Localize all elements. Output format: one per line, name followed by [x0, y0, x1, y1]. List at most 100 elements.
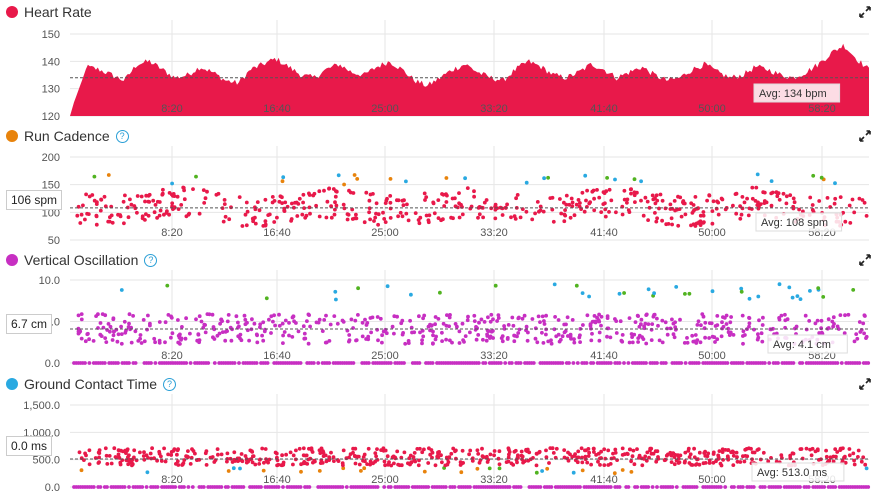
- data-point: [126, 462, 131, 467]
- data-point: [554, 334, 559, 339]
- data-point: [552, 282, 557, 287]
- data-point: [295, 214, 300, 218]
- data-point: [573, 452, 577, 456]
- data-point: [570, 318, 575, 322]
- data-point: [445, 193, 449, 198]
- data-point: [831, 459, 836, 464]
- expand-icon[interactable]: [859, 378, 871, 390]
- data-point: [791, 451, 796, 456]
- data-point: [449, 451, 454, 456]
- data-point: [140, 485, 145, 489]
- data-point: [237, 324, 241, 329]
- data-point: [360, 320, 365, 325]
- data-point: [640, 463, 645, 468]
- data-point: [679, 361, 684, 365]
- data-point: [447, 315, 452, 320]
- data-point: [717, 449, 722, 453]
- data-point: [502, 327, 507, 331]
- data-point: [397, 463, 402, 468]
- data-point: [390, 324, 395, 329]
- data-point: [104, 340, 109, 344]
- data-point: [685, 340, 690, 345]
- data-point: [436, 317, 441, 321]
- data-point: [132, 455, 136, 460]
- data-point: [107, 219, 112, 224]
- data-point: [560, 361, 565, 365]
- data-point: [362, 452, 367, 457]
- data-point: [694, 485, 699, 489]
- data-point: [388, 485, 393, 489]
- data-point: [290, 201, 294, 206]
- data-point: [586, 447, 591, 451]
- data-point: [698, 219, 703, 224]
- data-point: [225, 459, 229, 464]
- data-point: [862, 331, 866, 336]
- data-point: [401, 203, 406, 208]
- data-point: [110, 338, 115, 342]
- data-point: [170, 181, 175, 186]
- data-point: [536, 314, 541, 319]
- panel-header: Run Cadence ?: [6, 126, 129, 146]
- data-point: [465, 318, 470, 323]
- data-point: [671, 332, 676, 337]
- data-point: [461, 338, 465, 342]
- ground-contact-time-chart[interactable]: 1,500.0 1,000.0 500.0 0.0 8:20 16:40 25:00 33:2…: [0, 374, 881, 497]
- data-point: [520, 454, 525, 459]
- data-point: [303, 336, 308, 341]
- data-point: [633, 200, 637, 204]
- data-point: [597, 330, 602, 335]
- data-point: [584, 361, 589, 365]
- data-point: [488, 336, 492, 340]
- data-point: [283, 318, 288, 323]
- data-point: [847, 203, 852, 208]
- data-point: [163, 459, 168, 464]
- data-point: [481, 455, 486, 459]
- data-point: [119, 288, 124, 292]
- data-point: [272, 220, 277, 224]
- data-point: [599, 210, 604, 214]
- data-point: [562, 219, 567, 224]
- data-point: [301, 192, 306, 197]
- data-point: [644, 341, 649, 346]
- data-point: [602, 447, 607, 452]
- data-point: [723, 207, 728, 212]
- data-point: [687, 455, 692, 459]
- data-point: [635, 485, 640, 489]
- panel-title: Heart Rate: [24, 4, 92, 20]
- expand-icon[interactable]: [859, 6, 871, 18]
- data-point: [702, 451, 707, 455]
- data-point: [644, 361, 648, 365]
- help-icon[interactable]: ?: [115, 129, 129, 143]
- data-point: [540, 314, 545, 319]
- data-point: [161, 187, 165, 192]
- heart-rate-chart[interactable]: 150 140 130 120 8:20 16:40 25:00 33:20 41:40 50:0…: [0, 0, 881, 123]
- data-point: [745, 454, 750, 459]
- data-point: [223, 214, 228, 219]
- data-point: [173, 485, 178, 489]
- data-point: [710, 289, 715, 294]
- data-point: [299, 462, 303, 467]
- vertical-oscillation-chart[interactable]: 10.05.00.08:20 16:40 25:00 33:20 41:40 50:00 5…: [0, 250, 881, 370]
- help-icon[interactable]: ?: [144, 253, 158, 267]
- expand-icon[interactable]: [859, 130, 871, 142]
- vertical-oscillation-dot: [6, 254, 18, 266]
- data-point: [438, 290, 442, 295]
- data-point: [668, 202, 673, 207]
- data-point: [779, 313, 784, 318]
- data-point: [334, 297, 338, 302]
- data-point: [262, 329, 267, 334]
- data-point: [327, 186, 332, 191]
- data-point: [857, 196, 862, 201]
- data-point: [683, 292, 687, 296]
- data-point: [301, 200, 305, 205]
- data-point: [500, 334, 505, 338]
- y-tick-label: 140: [42, 56, 60, 68]
- data-point: [380, 333, 384, 338]
- data-point: [356, 313, 360, 317]
- data-point: [388, 200, 393, 205]
- data-point: [563, 329, 568, 333]
- help-icon[interactable]: ?: [163, 377, 177, 391]
- data-point: [726, 448, 731, 452]
- run-cadence-chart[interactable]: 200 150 100 50 8:20 16:40 25:00 33:20 41:40 50:00…: [0, 126, 881, 247]
- expand-icon[interactable]: [859, 254, 871, 266]
